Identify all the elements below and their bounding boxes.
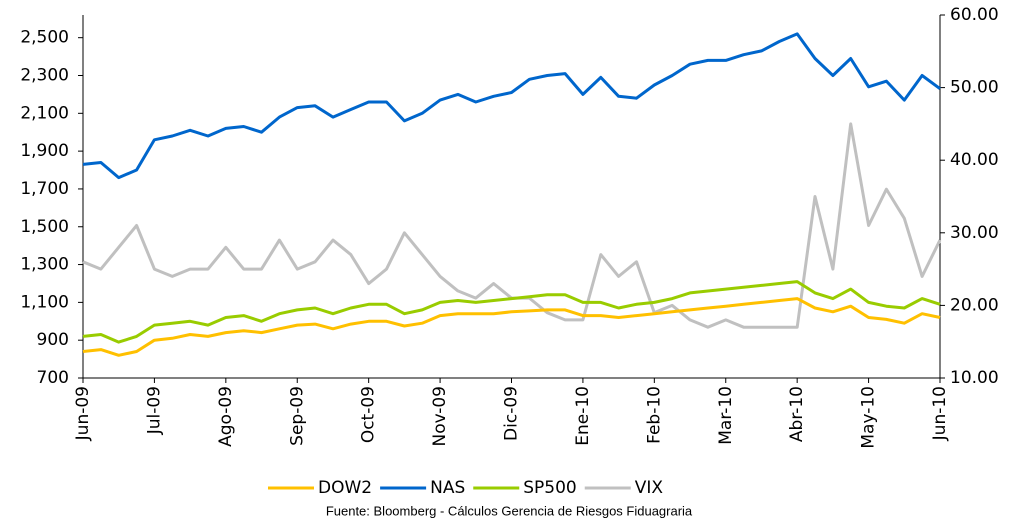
y-tick-label: 1,300 [20, 255, 69, 275]
x-tick-label: Ago-09 [216, 386, 236, 447]
y-tick-label: 700 [37, 368, 69, 388]
y2-tick-label: 10.00 [950, 368, 999, 388]
y-tick-label: 1,700 [20, 179, 69, 199]
x-tick-label: Nov-09 [430, 386, 450, 447]
legend-label: DOW2 [318, 478, 372, 498]
legend-label: VIX [635, 478, 664, 498]
y-tick-label: 1,500 [20, 217, 69, 237]
x-tick-label: Dic-09 [502, 386, 522, 441]
x-tick-label: Abr-10 [787, 386, 807, 442]
y2-tick-label: 40.00 [950, 150, 999, 170]
x-tick-label: Jul-09 [144, 386, 164, 435]
series-line [82, 122, 942, 329]
x-tick-label: Sep-09 [287, 386, 307, 446]
legend-label: SP500 [523, 478, 577, 498]
x-tick-label: Jun-09 [73, 386, 93, 441]
y2-tick-label: 30.00 [950, 223, 999, 243]
y-tick-label: 900 [37, 330, 69, 350]
legend-label: NAS [430, 478, 465, 498]
x-tick-label: Feb-10 [644, 386, 664, 444]
y2-tick-label: 20.00 [950, 295, 999, 315]
source-note: Fuente: Bloomberg - Cálculos Gerencia de… [326, 503, 693, 518]
x-tick-label: Jun-10 [930, 386, 950, 441]
series-line [82, 32, 941, 180]
x-tick-label: Ene-10 [573, 386, 593, 446]
y-tick-label: 2,100 [20, 103, 69, 123]
x-tick-label: Mar-10 [716, 386, 736, 445]
y2-tick-label: 50.00 [950, 78, 999, 98]
series-line [82, 297, 941, 357]
y-tick-label: 1,900 [20, 141, 69, 161]
y-tick-label: 1,100 [20, 292, 69, 312]
x-tick-label: Oct-09 [359, 386, 379, 443]
y2-tick-label: 60.00 [950, 5, 999, 25]
y-tick-label: 2,500 [20, 28, 69, 48]
x-tick-label: May-10 [859, 386, 879, 449]
series-line [82, 280, 941, 344]
y-tick-label: 2,300 [20, 66, 69, 86]
